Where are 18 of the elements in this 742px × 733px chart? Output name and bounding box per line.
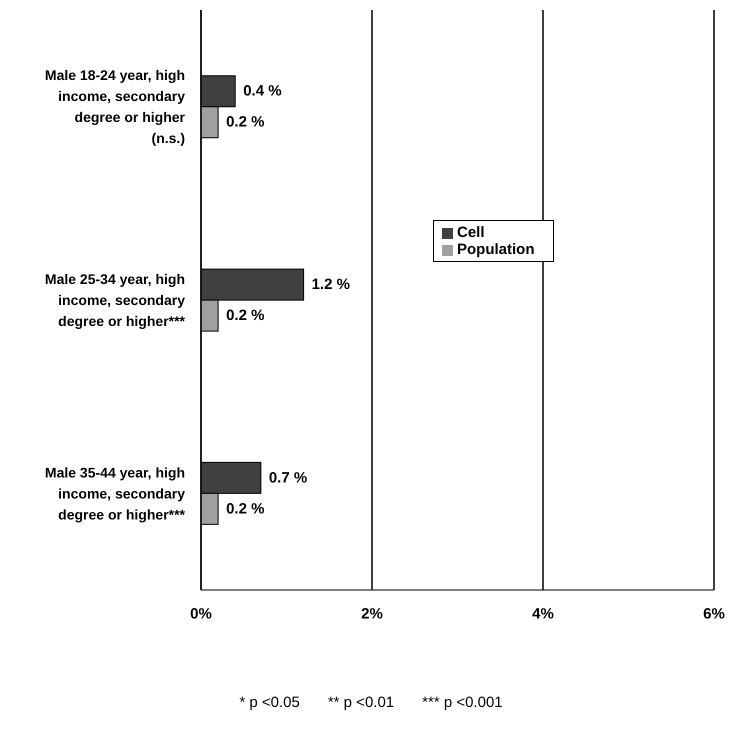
data-label: 0.2 % <box>226 114 264 131</box>
text: *** p <0.001 <box>422 694 503 711</box>
data-label: 0.2 % <box>226 500 264 518</box>
y-tick-label: Male 35-44 year, high income, secondary degree or higher*** <box>44 464 186 522</box>
x-tick-label: 2% <box>361 606 383 623</box>
x-tick-label: 4% <box>532 606 554 623</box>
x-tick-label: 6% <box>703 606 725 623</box>
data-label: 0.7 % <box>268 469 308 486</box>
legend-label: Cell <box>457 224 485 241</box>
data-label: 1.2 % <box>312 276 350 294</box>
text: * p <0.05 <box>239 694 300 711</box>
text: ** p <0.01 <box>328 694 394 711</box>
y-tick-label: Male 25-34 year, high income, secondary degree or higher*** <box>44 271 186 329</box>
data-label: 0.2 % <box>226 307 264 324</box>
y-tick-label: Male 18-24 year, high income, secondary degree or higher (n.s.) <box>44 67 186 146</box>
x-tick-label: 0% <box>190 606 212 623</box>
legend-label: Population <box>457 241 534 258</box>
data-label: 0.4 % <box>243 82 282 100</box>
